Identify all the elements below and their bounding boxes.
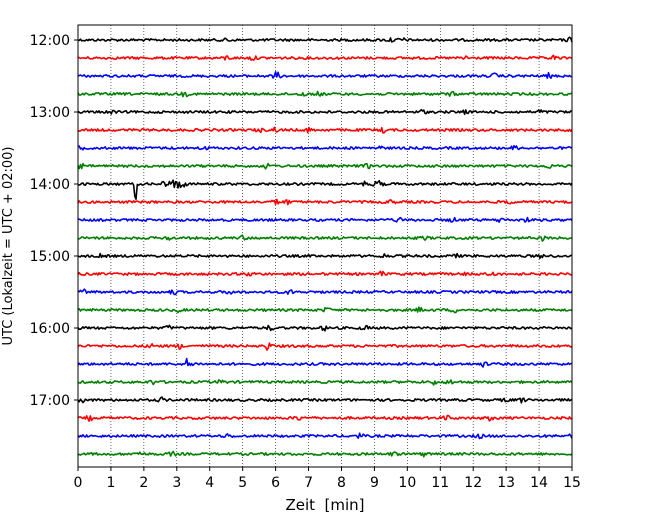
trace-1215	[77, 54, 573, 61]
trace-1415	[77, 198, 573, 206]
x-tick-label-3: 3	[172, 475, 181, 491]
y-tick-label-4: 16:00	[30, 321, 70, 337]
trace-1315	[77, 126, 573, 134]
x-tick-label-11: 11	[431, 475, 449, 491]
x-tick-label-2: 2	[139, 475, 148, 491]
trace-1615	[77, 342, 573, 351]
trace-1515	[77, 270, 573, 277]
trace-1300	[77, 108, 573, 116]
trace-1630	[77, 357, 573, 368]
x-tick-label-5: 5	[238, 475, 247, 491]
trace-group	[77, 36, 573, 458]
y-tick-label-0: 12:00	[30, 33, 70, 49]
trace-1345	[77, 162, 573, 170]
x-tick-label-12: 12	[464, 475, 482, 491]
trace-1500	[77, 252, 573, 260]
trace-1730	[77, 432, 573, 440]
x-tick-label-8: 8	[337, 475, 346, 491]
x-axis-title: Zeit [min]	[285, 496, 364, 514]
y-tick-label-3: 15:00	[30, 249, 70, 265]
plot-frame	[77, 24, 573, 468]
trace-1745	[77, 450, 573, 458]
x-tick-label-7: 7	[304, 475, 313, 491]
trace-1245	[77, 90, 573, 98]
y-tick-label-1: 13:00	[30, 105, 70, 121]
trace-1200	[78, 36, 573, 43]
trace-1700	[77, 396, 573, 404]
trace-1545	[77, 306, 573, 314]
x-axis: 0 1 2 3 4 5 6 7 8 9 10 11 12 13 14 15	[74, 467, 581, 491]
x-tick-label-0: 0	[74, 475, 83, 491]
trace-1230	[77, 71, 573, 79]
x-tick-label-14: 14	[530, 475, 548, 491]
x-tick-label-13: 13	[497, 475, 515, 491]
x-tick-label-6: 6	[271, 475, 280, 491]
x-tick-label-15: 15	[563, 475, 581, 491]
trace-1600	[77, 324, 573, 332]
trace-1445	[77, 234, 573, 242]
trace-1715	[77, 414, 573, 422]
y-axis-title: UTC (Lokalzeit = UTC + 02:00)	[1, 147, 16, 346]
x-tick-label-1: 1	[106, 475, 115, 491]
trace-1400	[77, 179, 573, 200]
x-tick-label-10: 10	[398, 475, 416, 491]
x-tick-label-4: 4	[205, 475, 214, 491]
trace-1430	[77, 216, 573, 223]
y-tick-label-5: 17:00	[30, 393, 70, 409]
trace-1645	[77, 379, 573, 386]
trace-1530	[77, 288, 573, 296]
plot-background	[78, 25, 572, 467]
y-tick-label-2: 14:00	[30, 177, 70, 193]
x-tick-label-9: 9	[370, 475, 379, 491]
y-axis: 12:00 13:00 14:00 15:00 16:00 17:00	[30, 33, 78, 409]
trace-1330	[77, 144, 573, 151]
